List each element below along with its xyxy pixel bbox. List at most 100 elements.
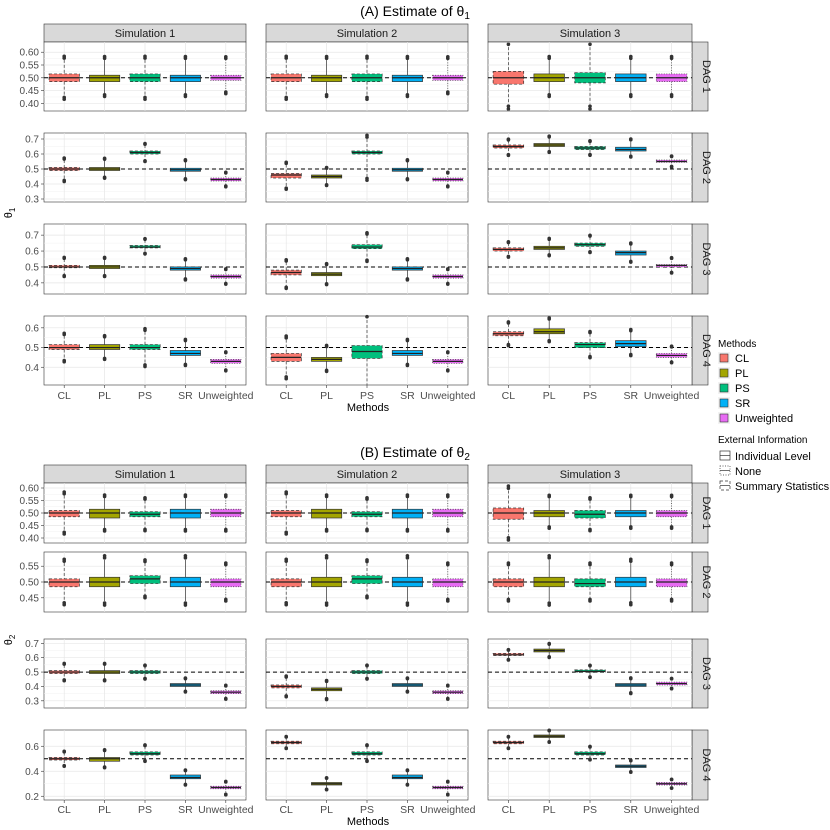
box-cl — [492, 137, 525, 158]
outlier-point — [284, 602, 289, 607]
outlier-point — [365, 259, 369, 264]
outlier-point — [405, 337, 410, 342]
outlier-point — [669, 561, 674, 565]
outlier-point — [588, 42, 592, 47]
outlier-point — [669, 154, 674, 158]
outlier-point — [446, 697, 450, 701]
outlier-point — [446, 793, 450, 797]
facet-cell — [43, 132, 247, 203]
y-label-symbol: θ — [3, 639, 15, 645]
outlier-point — [143, 759, 147, 764]
outlier-point — [284, 286, 289, 291]
x-tick-label: CL — [502, 804, 516, 816]
facet-cell — [487, 638, 693, 709]
y-tick-label: 0.5 — [25, 165, 39, 176]
box-unweighted — [655, 154, 688, 169]
box-pl — [311, 775, 343, 792]
box-cl — [48, 331, 80, 364]
legend-swatch — [719, 383, 729, 393]
y-tick-label: 0.40 — [20, 99, 40, 110]
outlier-point — [547, 603, 551, 607]
y-tick-label: 0.5 — [25, 262, 39, 273]
box-body — [270, 510, 302, 518]
box-cl — [48, 749, 80, 769]
box-sr — [169, 676, 201, 694]
x-axis-label: Methods — [347, 816, 390, 828]
outlier-point — [143, 663, 147, 667]
y-tick-label: 0.45 — [20, 86, 40, 97]
outlier-point — [102, 156, 107, 161]
outlier-point — [62, 532, 66, 536]
box-ps — [574, 663, 606, 680]
outlier-point — [405, 690, 410, 694]
outlier-point — [143, 159, 147, 164]
outlier-point — [547, 641, 551, 646]
outlier-point — [629, 493, 633, 498]
outlier-point — [669, 165, 674, 169]
outlier-point — [183, 553, 188, 558]
outlier-point — [405, 177, 410, 182]
outlier-point — [669, 686, 674, 691]
box-sr — [615, 137, 647, 159]
outlier-point — [183, 54, 188, 59]
legend-label: Summary Statistics — [735, 481, 830, 493]
x-tick-label: SR — [400, 390, 415, 402]
outlier-point — [143, 54, 147, 59]
box-cl — [270, 557, 302, 607]
y-tick-label: 0.45 — [20, 593, 40, 604]
y-tick-label: 0.7 — [25, 639, 39, 650]
outlier-point — [669, 271, 674, 275]
outlier-point — [224, 599, 228, 603]
row-strip-label: DAG 1 — [700, 60, 712, 93]
outlier-point — [669, 493, 674, 498]
box-pl — [533, 553, 565, 607]
box-pl — [311, 553, 343, 607]
outlier-point — [224, 55, 228, 59]
outlier-point — [405, 553, 410, 558]
row-strip-label: DAG 2 — [700, 565, 712, 598]
outlier-point — [102, 54, 107, 59]
box-body — [655, 578, 688, 588]
row-strip-label: DAG 3 — [700, 242, 712, 275]
facet-cell — [487, 315, 693, 386]
outlier-point — [102, 553, 107, 558]
outlier-point — [365, 133, 369, 138]
outlier-point — [669, 786, 674, 791]
box-pl — [311, 165, 343, 188]
box-ps — [351, 230, 383, 264]
box-unweighted — [432, 493, 464, 533]
outlier-point — [365, 178, 369, 183]
outlier-point — [324, 553, 329, 558]
facet-cell — [43, 729, 247, 801]
legend-label: Unweighted — [735, 413, 793, 425]
box-body — [391, 508, 423, 519]
outlier-point — [102, 94, 107, 99]
facet-cell — [265, 223, 469, 295]
outlier-point — [183, 278, 188, 282]
outlier-point — [506, 484, 511, 488]
box-body — [89, 757, 121, 762]
outlier-point — [629, 54, 633, 59]
facet-cell — [43, 223, 247, 295]
outlier-point — [405, 603, 410, 607]
y-label-subscript: 1 — [8, 207, 17, 212]
outlier-point — [224, 267, 228, 271]
box-body — [391, 74, 423, 82]
outlier-point — [324, 343, 329, 348]
outlier-point — [588, 107, 592, 111]
box-ps — [129, 326, 161, 369]
y-tick-label: 0.60 — [20, 48, 40, 59]
box-sr — [615, 557, 647, 607]
y-tick-label: 0.6 — [25, 150, 39, 161]
facet-cell — [265, 638, 469, 709]
outlier-point — [446, 599, 450, 603]
box-body — [270, 173, 302, 179]
outlier-point — [62, 661, 66, 666]
outlier-point — [405, 94, 410, 99]
y-tick-label: 0.3 — [25, 696, 39, 707]
outlier-point — [365, 97, 369, 102]
y-tick-label: 0.5 — [25, 668, 39, 679]
outlier-point — [143, 677, 147, 681]
outlier-point — [62, 678, 66, 683]
